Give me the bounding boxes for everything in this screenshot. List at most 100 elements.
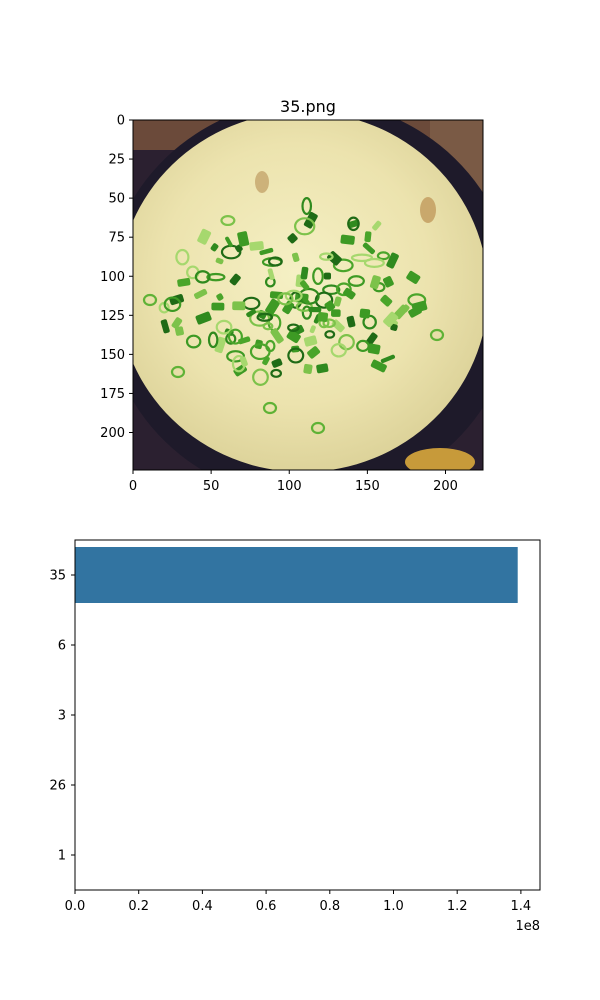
bar-35 — [75, 547, 518, 603]
onion-ring — [312, 267, 324, 286]
onion-piece — [390, 323, 398, 331]
onion-piece — [308, 306, 322, 313]
onion-ring — [142, 293, 158, 307]
image-y-axis: 0 25 50 75 100 125 150 175 200 — [100, 114, 133, 441]
image-y-tick-label: 200 — [100, 426, 125, 441]
bar-y-tick-label: 35 — [49, 569, 66, 584]
onion-piece — [216, 293, 224, 301]
image-y-tick-label: 75 — [108, 231, 125, 246]
onion-ring — [356, 339, 370, 353]
onion-piece — [348, 220, 359, 228]
onion-ring — [287, 323, 300, 332]
onion-piece — [367, 343, 381, 355]
onion-piece — [174, 326, 184, 336]
onion-ring — [363, 257, 385, 268]
onion-piece — [364, 231, 372, 243]
image-x-tick-label: 100 — [277, 479, 302, 494]
image-frame — [132, 119, 484, 471]
onion-ring — [227, 328, 243, 345]
bar-chart-panel: 35 6 3 26 1 0.0 0.2 0.4 0.6 0.8 1.0 1.2 1.4 1e8 — [49, 539, 541, 934]
bar-x-tick-label: 0.0 — [65, 899, 86, 914]
bar-y-tick-label: 3 — [58, 709, 66, 724]
bar-x-tick-label: 0.6 — [256, 899, 277, 914]
onion-ring — [294, 217, 316, 236]
onion-ring — [324, 330, 336, 339]
onion-ring — [262, 401, 278, 415]
onion-piece — [239, 356, 248, 367]
bar-x-tick-label: 1.4 — [511, 899, 532, 914]
onion-ring — [175, 248, 190, 266]
onion-piece — [372, 220, 382, 231]
onion-ring — [301, 197, 313, 216]
onion-piece — [262, 356, 270, 366]
onion-piece — [340, 234, 355, 245]
onion-piece — [317, 311, 329, 323]
onion-ring — [226, 350, 246, 363]
onion-piece — [215, 257, 224, 265]
onion-piece — [393, 304, 409, 320]
onion-piece — [177, 277, 191, 287]
onion-piece — [269, 291, 284, 300]
image-y-tick-label: 25 — [108, 153, 125, 168]
onion-piece — [267, 268, 275, 280]
onion-ring — [284, 289, 303, 303]
onion-ring — [206, 272, 226, 282]
image-panel: 35.png 0 50 100 150 200 0 25 50 75 100 125 150 175 2… — [100, 97, 484, 494]
onion-ring — [429, 328, 445, 342]
onion-piece — [286, 330, 301, 344]
onion-piece — [265, 298, 280, 316]
onion-piece — [271, 358, 283, 368]
onion-piece — [380, 294, 393, 307]
onion-ring — [252, 368, 269, 386]
onion-ring — [194, 270, 211, 284]
onion-ring — [220, 215, 236, 227]
image-y-tick-label: 125 — [100, 309, 125, 324]
onion-piece — [160, 319, 170, 334]
onion-ring — [249, 310, 271, 327]
onion-piece — [324, 300, 336, 312]
onion-ring — [170, 365, 186, 379]
onion-ring — [350, 253, 374, 263]
image-x-tick-label: 50 — [203, 479, 220, 494]
image-y-tick-label: 175 — [100, 387, 125, 402]
onion-piece — [386, 252, 399, 269]
onion-ring — [262, 322, 274, 331]
onion-piece — [232, 301, 246, 311]
image-y-tick-label: 100 — [100, 270, 125, 285]
image-x-axis: 0 50 100 150 200 — [129, 470, 458, 494]
onion-ring — [298, 287, 320, 305]
onion-ring — [330, 343, 347, 358]
onion-piece — [380, 354, 396, 364]
onion-ring — [332, 258, 354, 273]
onion-piece — [362, 242, 375, 255]
image-y-tick-label: 50 — [108, 192, 125, 207]
onion-piece — [302, 297, 310, 305]
onion-ring — [207, 331, 219, 349]
onion-piece — [292, 252, 300, 262]
onion-piece — [359, 308, 371, 319]
onion-ring — [310, 421, 326, 435]
onion-ring — [256, 312, 274, 322]
onion-piece — [225, 236, 233, 248]
onion-piece — [171, 317, 183, 329]
onion-piece — [300, 266, 309, 280]
onion-ring — [319, 252, 334, 261]
onion-piece — [238, 336, 251, 345]
onion-piece — [287, 233, 298, 244]
onion-piece — [197, 228, 212, 245]
onion-ring — [277, 292, 294, 306]
onion-ring — [185, 334, 202, 349]
onion-piece — [237, 231, 250, 247]
image-x-tick-label: 0 — [129, 479, 137, 494]
bar-x-tick-label: 1.2 — [447, 899, 468, 914]
onion-ring — [287, 347, 305, 364]
bar-x-tick-label: 1.0 — [383, 899, 404, 914]
bar-y-axis: 35 6 3 26 1 — [49, 569, 75, 864]
onion-piece — [365, 332, 378, 346]
food-photo — [133, 120, 483, 470]
onion-piece — [411, 300, 428, 313]
onion-piece — [370, 359, 387, 373]
onion-ring — [270, 368, 283, 378]
bar-x-tick-label: 0.8 — [319, 899, 340, 914]
bars — [75, 547, 518, 603]
